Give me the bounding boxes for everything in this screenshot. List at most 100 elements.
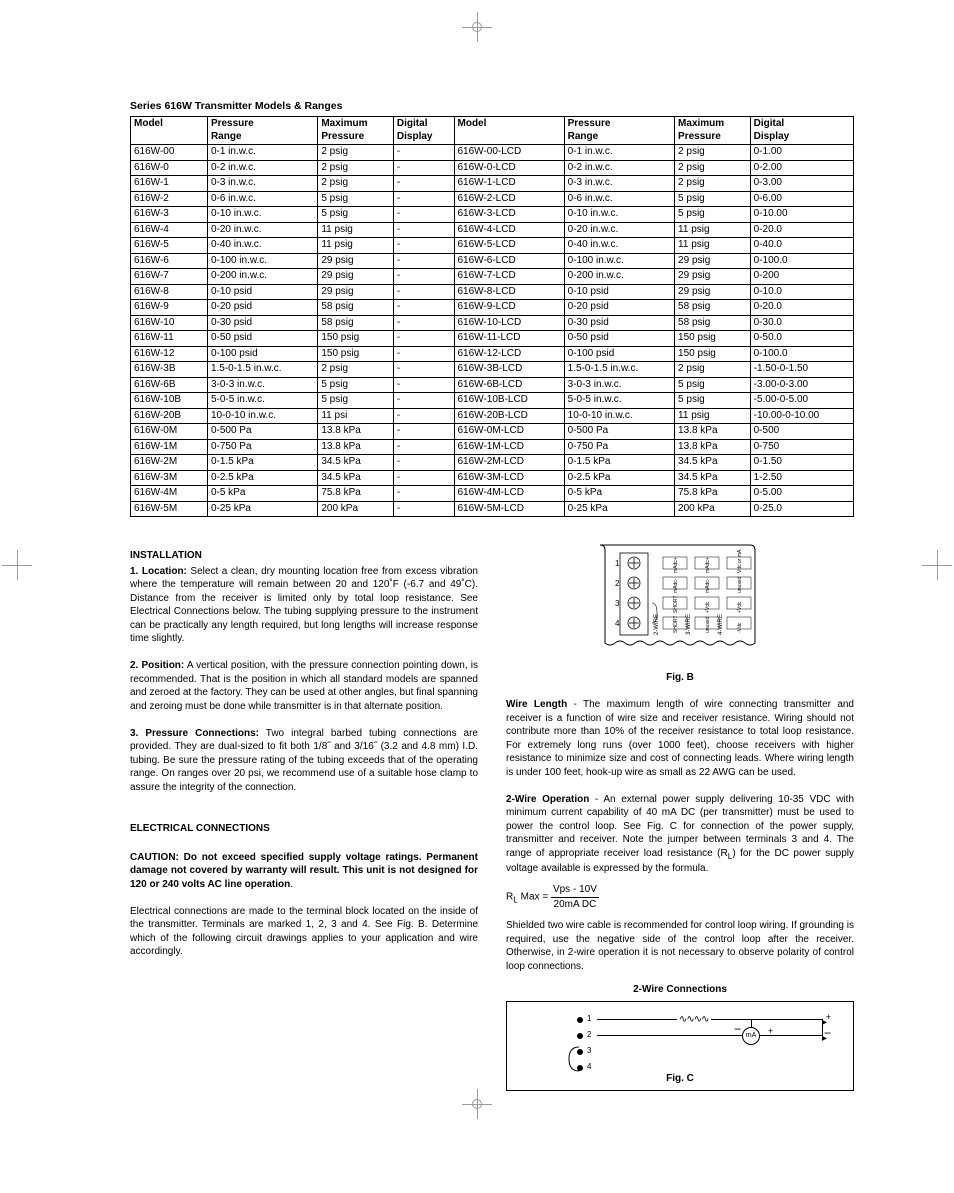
table-cell: 0-100.0 [750,253,853,269]
svg-text:2: 2 [615,579,620,588]
table-cell: 0-20 in.w.c. [564,222,674,238]
table-cell: 0-3.00 [750,176,853,192]
table-cell: 616W-0-LCD [454,160,564,176]
table-cell: 5 psig [675,393,751,409]
table-cell: 616W-0M [131,424,208,440]
svg-text:unused: unused [705,616,711,633]
crop-mark-bottom [470,1097,484,1111]
table-cell: 0-6 in.w.c. [207,191,317,207]
table-cell: - [393,284,454,300]
table-cell: 0-100 psid [207,346,317,362]
table-row: 616W-20-6 in.w.c.5 psig-616W-2-LCD0-6 in… [131,191,854,207]
table-cell: 616W-2M-LCD [454,455,564,471]
table-cell: 0-500 [750,424,853,440]
table-cell: 616W-4M-LCD [454,486,564,502]
table-cell: 0-750 Pa [207,439,317,455]
svg-text:mAdc-: mAdc- [705,578,711,593]
table-cell: 150 psig [318,331,394,347]
installation-heading: INSTALLATION [130,549,478,563]
table-cell: 0-200 in.w.c. [207,269,317,285]
table-cell: 616W-2-LCD [454,191,564,207]
table-cell: 0-10.00 [750,207,853,223]
table-cell: 0-200 [750,269,853,285]
table-cell: 0-2 in.w.c. [564,160,674,176]
table-cell: 616W-10B-LCD [454,393,564,409]
svg-text:1: 1 [615,559,620,568]
table-cell: - [393,145,454,161]
table-cell: 5 psig [675,377,751,393]
table-cell: 0-1 in.w.c. [564,145,674,161]
table-cell: 616W-00 [131,145,208,161]
table-cell: 34.5 kPa [675,470,751,486]
table-cell: 2 psig [675,145,751,161]
table-cell: 0-20.0 [750,222,853,238]
table-cell: 616W-10B [131,393,208,409]
table-row: 616W-1M0-750 Pa13.8 kPa-616W-1M-LCD0-750… [131,439,854,455]
table-cell: - [393,269,454,285]
table-cell: 29 psig [318,284,394,300]
table-cell: 13.8 kPa [318,424,394,440]
svg-text:mAdc+: mAdc+ [705,557,711,573]
figure-c: 1 2 3 4 ∿∿∿∿ mA + − [506,1001,854,1091]
table-cell: - [393,207,454,223]
table-cell: 29 psig [675,284,751,300]
table-cell: 75.8 kPa [675,486,751,502]
table-cell: 0-30.0 [750,315,853,331]
caution-paragraph: CAUTION: Do not exceed specified supply … [130,851,478,892]
table-cell: 11 psig [318,238,394,254]
header-digital-display: DigitalDisplay [393,117,454,145]
table-cell: 616W-20B [131,408,208,424]
rl-formula: RL Max = Vps - 10V20mA DC [506,883,854,911]
table-cell: 0-50 psid [564,331,674,347]
table-cell: 0-750 [750,439,853,455]
table-row: 616W-000-1 in.w.c.2 psig-616W-00-LCD0-1 … [131,145,854,161]
svg-text:3: 3 [615,599,620,608]
table-cell: 5 psig [675,191,751,207]
table-cell: 0-50.0 [750,331,853,347]
table-row: 616W-5M0-25 kPa200 kPa-616W-5M-LCD0-25 k… [131,501,854,517]
table-cell: 616W-7 [131,269,208,285]
table-cell: 0-3 in.w.c. [207,176,317,192]
table-cell: 616W-12 [131,346,208,362]
table-cell: 13.8 kPa [318,439,394,455]
pressure-label: 3. Pressure Connections: [130,728,259,739]
table-cell: 616W-1M-LCD [454,439,564,455]
table-cell: - [393,238,454,254]
table-cell: 616W-3B-LCD [454,362,564,378]
table-cell: 0-500 Pa [207,424,317,440]
table-cell: 0-20 psid [564,300,674,316]
formula-denominator: 20mA DC [551,898,599,912]
wire-length-body: - The maximum length of wire connecting … [506,699,854,778]
table-cell: -3.00-0-3.00 [750,377,853,393]
table-cell: -10.00-0-10.00 [750,408,853,424]
right-column: 1 2 3 4 2-WIRE 3-WIRE 4-WIRE [506,535,854,1091]
table-cell: 0-10 psid [564,284,674,300]
table-cell: 0-2.00 [750,160,853,176]
table-cell: - [393,300,454,316]
table-cell: 616W-6B [131,377,208,393]
table-cell: - [393,393,454,409]
table-cell: 0-5 kPa [564,486,674,502]
table-cell: 5-0-5 in.w.c. [564,393,674,409]
table-cell: 616W-5M-LCD [454,501,564,517]
table-cell: 0-40 in.w.c. [564,238,674,254]
table-row: 616W-00-2 in.w.c.2 psig-616W-0-LCD0-2 in… [131,160,854,176]
two-wire-paragraph: 2-Wire Operation - An external power sup… [506,793,854,876]
table-cell: 29 psig [318,253,394,269]
table-cell: 0-750 Pa [564,439,674,455]
table-cell: 34.5 kPa [318,455,394,471]
table-cell: 0-5.00 [750,486,853,502]
table-row: 616W-40-20 in.w.c.11 psig-616W-4-LCD0-20… [131,222,854,238]
table-cell: 616W-2M [131,455,208,471]
figc-arrow-1: ▸ [822,1016,827,1030]
table-cell: 0-30 psid [207,315,317,331]
table-cell: 616W-4 [131,222,208,238]
header-max-pressure: MaximumPressure [318,117,394,145]
table-cell: 0-40 in.w.c. [207,238,317,254]
table-cell: 0-25.0 [750,501,853,517]
table-cell: 58 psig [318,315,394,331]
table-cell: - [393,331,454,347]
table-cell: 10-0-10 in.w.c. [564,408,674,424]
table-cell: - [393,439,454,455]
table-row: 616W-80-10 psid29 psig-616W-8-LCD0-10 ps… [131,284,854,300]
